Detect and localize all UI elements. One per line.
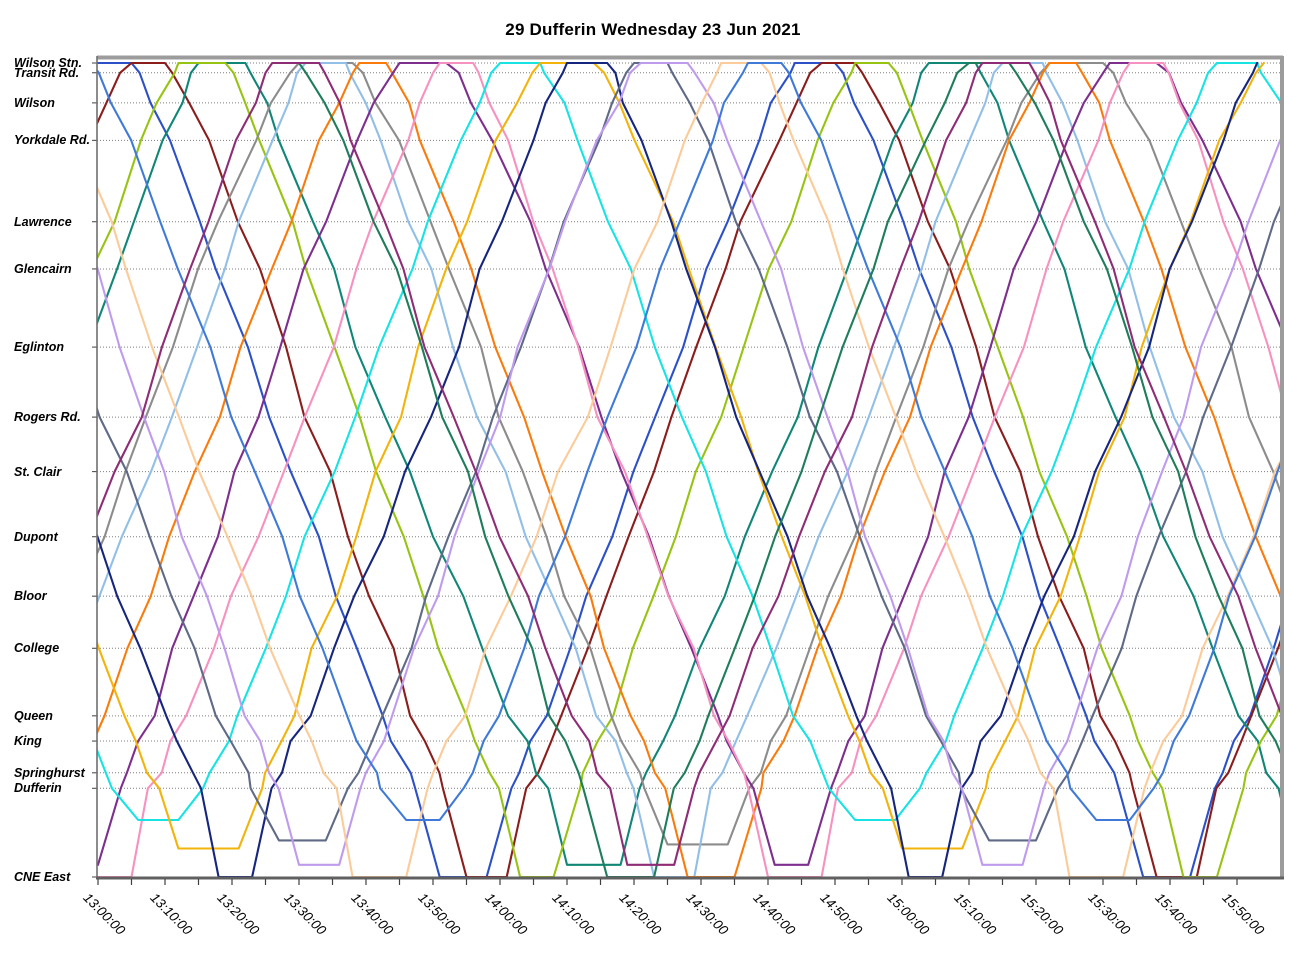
station-label-wilson: Wilson — [14, 95, 55, 110]
trip-line-run-11 — [97, 61, 1265, 850]
station-label-dupont: Dupont — [14, 529, 58, 544]
station-label-cne-east: CNE East — [14, 870, 71, 884]
trip-line-run-10 — [97, 61, 1281, 822]
station-label-rogers-rd-: Rogers Rd. — [14, 410, 81, 425]
chart-title: 29 Dufferin Wednesday 23 Jun 2021 — [505, 20, 801, 39]
trip-line-run-17 — [297, 61, 1281, 879]
trip-line-run-08 — [97, 61, 1281, 866]
station-label-eglinton: Eglinton — [14, 340, 64, 355]
station-label-queen: Queen — [14, 708, 53, 723]
station-label-bloor: Bloor — [14, 589, 47, 604]
station-label-st-clair: St. Clair — [14, 464, 62, 479]
trip-line-run-18 — [97, 61, 1281, 866]
station-label-lawrence: Lawrence — [14, 214, 72, 229]
trip-lines — [97, 61, 1281, 879]
station-label-glencairn: Glencairn — [14, 261, 72, 276]
trip-line-run-02 — [97, 61, 1281, 879]
trip-line-run-16 — [97, 61, 1281, 822]
trip-line-run-05 — [97, 61, 1281, 846]
trip-line-run-14 — [97, 61, 1281, 866]
trip-line-run-03 — [97, 61, 1281, 866]
station-label-transit-rd-: Transit Rd. — [14, 65, 80, 80]
station-label-yorkdale-rd-: Yorkdale Rd. — [14, 133, 90, 148]
station-label-king: King — [14, 734, 42, 749]
trip-line-run-12 — [97, 61, 1259, 879]
trip-line-run-04 — [97, 61, 1281, 879]
trip-line-run-01 — [97, 61, 1281, 879]
station-label-college: College — [14, 641, 60, 656]
station-label-wilson-stn-: Wilson Stn. — [14, 56, 82, 70]
trip-line-run-09 — [97, 61, 1281, 879]
station-label-springhurst: Springhurst — [14, 765, 85, 780]
trip-line-run-15 — [97, 61, 1281, 879]
trip-line-run-07 — [97, 61, 1281, 879]
station-label-dufferin: Dufferin — [14, 781, 62, 796]
